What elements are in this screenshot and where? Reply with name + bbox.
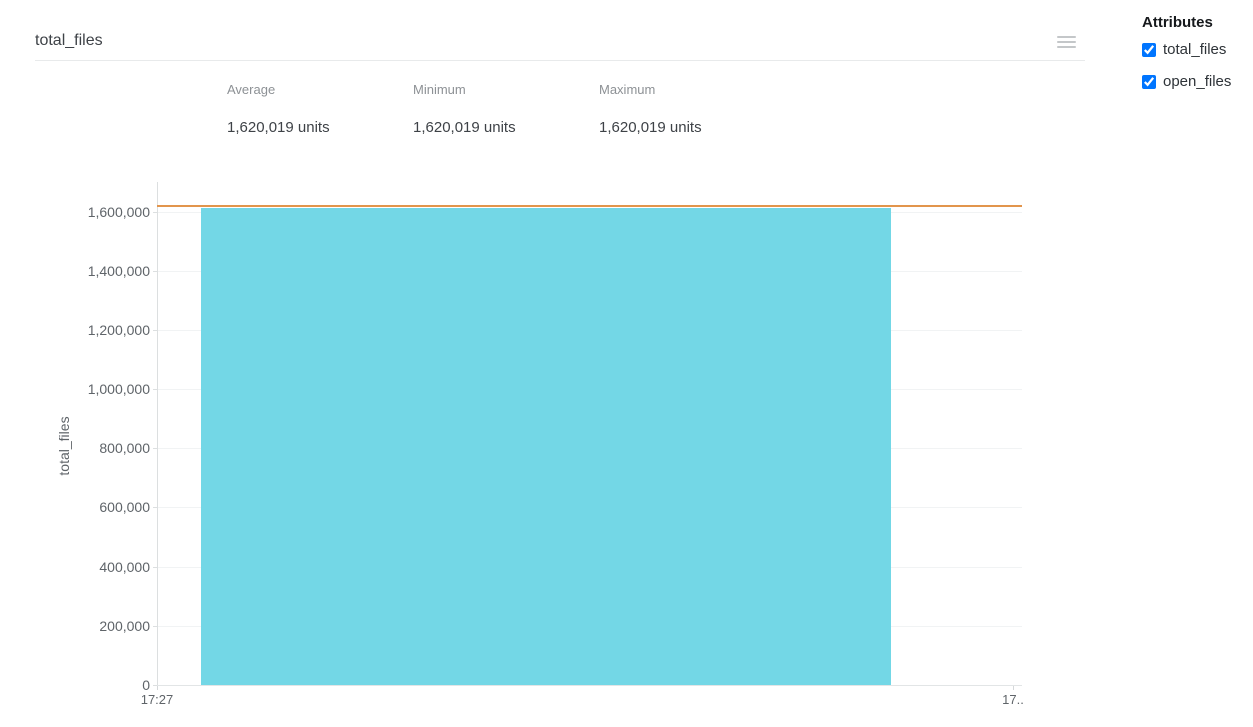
y-tick-label: 200,000	[99, 618, 150, 634]
stat-average: Average 1,620,019 units	[227, 82, 413, 136]
y-tick-mark	[153, 389, 157, 390]
y-tick-mark	[153, 626, 157, 627]
x-tick-label: 17..	[1002, 692, 1024, 707]
chart-title: total_files	[35, 32, 103, 49]
y-tick-label: 400,000	[99, 559, 150, 575]
y-tick-mark	[153, 685, 157, 686]
header-divider	[35, 60, 1085, 61]
y-axis-line	[157, 182, 158, 685]
attributes-title: Attributes	[1142, 14, 1213, 31]
y-tick-label: 0	[142, 677, 150, 693]
series-line-open_files[interactable]	[157, 205, 1022, 207]
hamburger-bar	[1057, 46, 1076, 48]
y-tick-mark	[153, 271, 157, 272]
open-files-checkbox[interactable]	[1142, 74, 1156, 89]
stat-maximum: Maximum 1,620,019 units	[599, 82, 785, 136]
attribute-label: open_files	[1163, 73, 1232, 90]
x-tick-mark	[157, 686, 158, 690]
y-tick-label: 1,200,000	[87, 322, 150, 338]
attribute-item-open-files[interactable]: open_files	[1142, 73, 1252, 90]
series-area-total_files[interactable]	[201, 208, 892, 685]
gridline	[157, 685, 1022, 686]
attribute-label: total_files	[1163, 41, 1227, 58]
y-tick-mark	[153, 507, 157, 508]
y-tick-label: 600,000	[99, 499, 150, 515]
attribute-item-total-files[interactable]: total_files	[1142, 41, 1252, 58]
y-tick-mark	[153, 448, 157, 449]
hamburger-menu-icon[interactable]	[1057, 36, 1076, 48]
y-tick-mark	[153, 212, 157, 213]
attributes-panel: Attributes total_files open_files	[1142, 14, 1252, 105]
stat-value: 1,620,019 units	[413, 119, 516, 136]
x-tick-label: 17:27	[140, 692, 174, 707]
stat-value: 1,620,019 units	[599, 119, 702, 136]
stat-label: Average	[227, 82, 276, 97]
y-tick-label: 1,000,000	[87, 381, 150, 397]
hamburger-bar	[1057, 36, 1076, 38]
summary-stats: Average 1,620,019 units Minimum 1,620,01…	[227, 82, 785, 136]
x-tick-mark	[1013, 686, 1014, 690]
y-axis-title: total_files	[56, 416, 72, 476]
y-tick-label: 1,600,000	[87, 204, 150, 220]
y-tick-mark	[153, 567, 157, 568]
y-tick-mark	[153, 330, 157, 331]
stat-label: Minimum	[413, 82, 466, 97]
y-tick-label: 800,000	[99, 440, 150, 456]
y-tick-label: 1,400,000	[87, 263, 150, 279]
stat-minimum: Minimum 1,620,019 units	[413, 82, 599, 136]
stat-value: 1,620,019 units	[227, 119, 330, 136]
total-files-checkbox[interactable]	[1142, 42, 1156, 57]
stat-label: Maximum	[599, 82, 656, 97]
hamburger-bar	[1057, 41, 1076, 43]
